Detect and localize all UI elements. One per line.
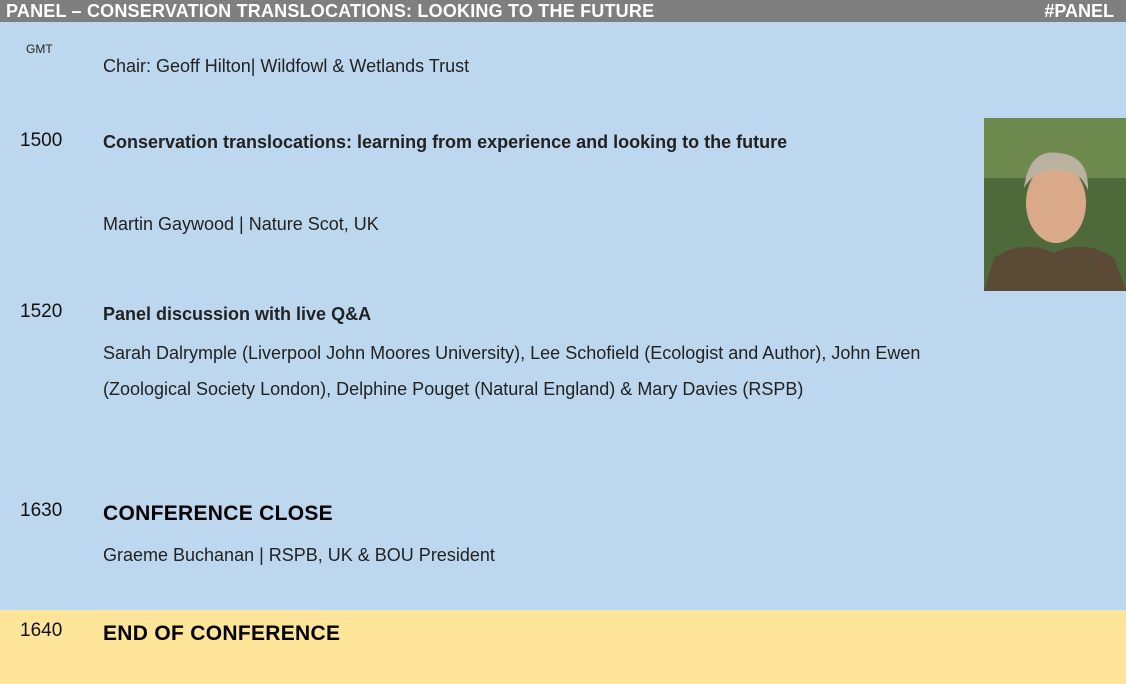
header-tag: #PANEL — [1044, 1, 1114, 21]
session-time: 1630 — [20, 500, 63, 521]
session-title: Conservation translocations: learning fr… — [103, 132, 788, 152]
session-speakers: Graeme Buchanan | RSPB, UK & BOU Preside… — [103, 545, 495, 565]
header-title: PANEL – CONSERVATION TRANSLOCATIONS: LOO… — [6, 1, 655, 21]
session-speakers: Martin Gaywood | Nature Scot, UK — [103, 214, 379, 234]
chair: Chair: Geoff Hilton| Wildfowl & Wetlands… — [103, 56, 470, 76]
session-title: Panel discussion with live Q&A — [103, 304, 372, 324]
speaker-photo — [984, 118, 1126, 291]
end-band: 1640 END OF CONFERENCE — [0, 610, 1126, 684]
session-time: 1500 — [20, 130, 63, 151]
session-time: 1520 — [20, 301, 63, 322]
session-speakers: Sarah Dalrymple (Liverpool John Moores U… — [103, 343, 921, 399]
header-bar: PANEL – CONSERVATION TRANSLOCATIONS: LOO… — [0, 0, 1126, 22]
timezone: GMT — [26, 42, 53, 56]
session-title: CONFERENCE CLOSE — [103, 502, 333, 525]
session-title: END OF CONFERENCE — [103, 622, 341, 645]
session-time: 1640 — [20, 620, 63, 641]
